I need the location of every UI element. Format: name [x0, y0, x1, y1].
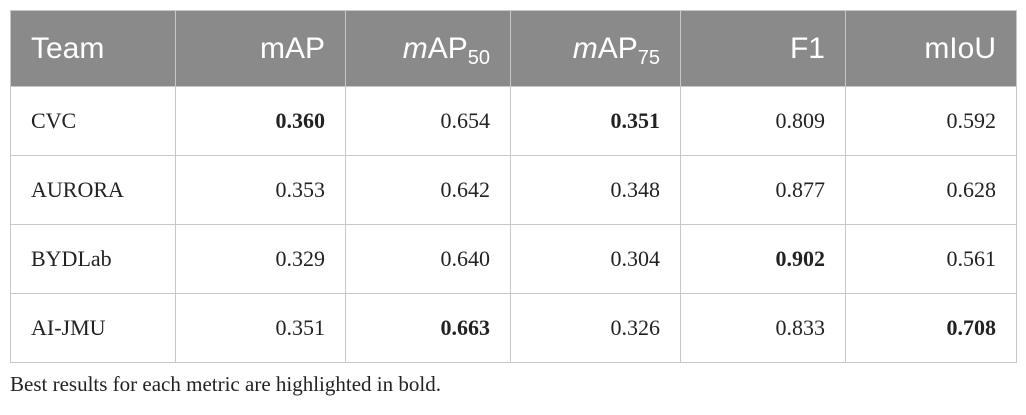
header-italic: m — [572, 31, 598, 65]
header-text: F1 — [789, 31, 825, 65]
metric-cell: 0.351 — [510, 86, 681, 156]
table-row: AI-JMU 0.351 0.663 0.326 0.833 0.708 — [10, 293, 1017, 363]
header-text: mIoU — [924, 31, 996, 65]
table-row: CVC 0.360 0.654 0.351 0.809 0.592 — [10, 86, 1017, 156]
metric-cell: 0.663 — [345, 293, 511, 363]
caption: Best results for each metric are highlig… — [10, 372, 441, 396]
team-cell: AI-JMU — [10, 293, 176, 363]
header-italic: m — [402, 31, 428, 65]
table-row: AURORA 0.353 0.642 0.348 0.877 0.628 — [10, 155, 1017, 225]
metric-cell: 0.329 — [175, 224, 346, 294]
header-subscript: 50 — [467, 46, 490, 69]
team-cell: CVC — [10, 86, 176, 156]
metric-cell: 0.351 — [175, 293, 346, 363]
metric-cell: 0.304 — [510, 224, 681, 294]
metric-cell: 0.353 — [175, 155, 346, 225]
metric-cell: 0.642 — [345, 155, 511, 225]
header-subscript: 75 — [637, 46, 660, 69]
team-cell: BYDLab — [10, 224, 176, 294]
table-row: BYDLab 0.329 0.640 0.304 0.902 0.561 — [10, 224, 1017, 294]
header-text: Team — [31, 31, 105, 65]
header-cell: mAP50 — [345, 10, 511, 87]
metric-cell: 0.640 — [345, 224, 511, 294]
metric-cell: 0.348 — [510, 155, 681, 225]
header-text: mAP — [259, 31, 325, 65]
header-cell: F1 — [680, 10, 846, 87]
header-row: Team mAP mAP50 mAP75 F1 mIoU — [10, 10, 1017, 87]
team-cell: AURORA — [10, 155, 176, 225]
header-text: AP — [427, 31, 468, 65]
header-cell: mIoU — [845, 10, 1017, 87]
header-text: AP — [597, 31, 638, 65]
header-cell: mAP — [175, 10, 346, 87]
metric-cell: 0.708 — [845, 293, 1017, 363]
metric-cell: 0.628 — [845, 155, 1017, 225]
metric-cell: 0.561 — [845, 224, 1017, 294]
metric-cell: 0.877 — [680, 155, 846, 225]
header-cell: Team — [10, 10, 176, 87]
metric-cell: 0.902 — [680, 224, 846, 294]
metric-cell: 0.326 — [510, 293, 681, 363]
results-table: Team mAP mAP50 mAP75 F1 mIoU CVC 0.360 0.654 0.3… — [10, 10, 1017, 363]
metric-cell: 0.809 — [680, 86, 846, 156]
header-cell: mAP75 — [510, 10, 681, 87]
metric-cell: 0.592 — [845, 86, 1017, 156]
table-body: CVC 0.360 0.654 0.351 0.809 0.592 AURORA 0.353 0… — [10, 86, 1017, 363]
metric-cell: 0.360 — [175, 86, 346, 156]
metric-cell: 0.833 — [680, 293, 846, 363]
metric-cell: 0.654 — [345, 86, 511, 156]
table-container: Team mAP mAP50 mAP75 F1 mIoU CVC 0.360 0.654 0.3… — [10, 10, 1017, 363]
